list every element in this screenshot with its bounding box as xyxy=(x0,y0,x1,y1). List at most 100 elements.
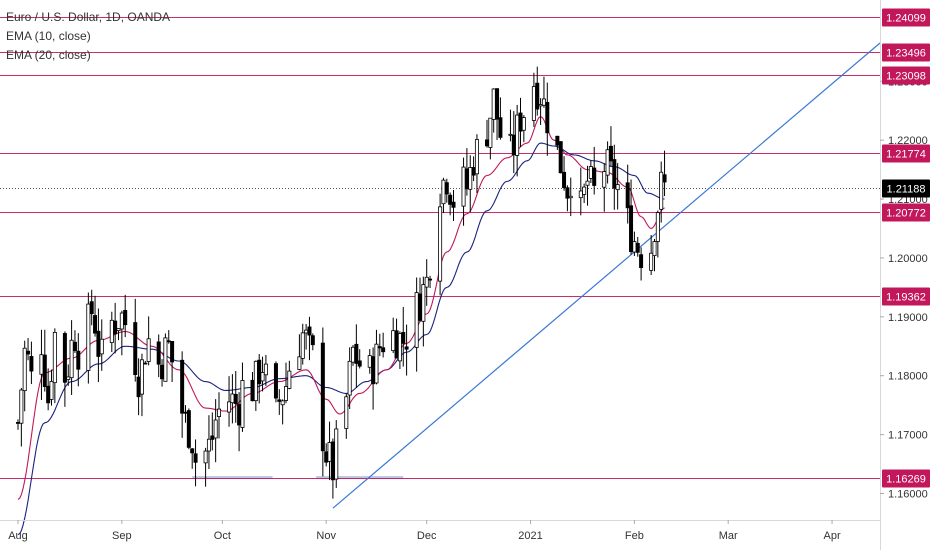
legend-symbol[interactable]: Euro / U.S. Dollar, 1D, OANDA xyxy=(6,10,171,24)
candle-body-down xyxy=(381,347,386,353)
price-tick-label: 1.19000 xyxy=(888,312,928,324)
candle-body-up xyxy=(203,450,208,464)
candle-body-up xyxy=(585,180,590,186)
support-zone xyxy=(192,476,273,480)
level-badge xyxy=(882,469,930,488)
support-zone xyxy=(316,476,404,480)
candle xyxy=(592,146,597,195)
candle-body-down xyxy=(15,422,20,424)
candle xyxy=(233,371,238,423)
candle-body-down xyxy=(639,254,644,268)
candle-body-up xyxy=(582,186,587,195)
candle-body-down xyxy=(498,117,503,138)
candle xyxy=(119,310,124,356)
candle xyxy=(26,337,31,361)
candle-body-up xyxy=(253,360,258,402)
candle-body-down xyxy=(608,145,613,162)
candle xyxy=(180,351,185,438)
candle-body-down xyxy=(518,112,523,132)
candle-body-up xyxy=(206,438,211,452)
candle-body-up xyxy=(287,370,292,389)
time-axis[interactable]: Aug Sep Oct Nov Dec 2021 Feb Mar Apr xyxy=(0,520,880,542)
candle-body-up xyxy=(334,428,339,480)
candle-body-down xyxy=(26,350,31,355)
candle-body-down xyxy=(89,301,94,315)
candle xyxy=(498,97,503,140)
candle xyxy=(659,161,664,223)
candle-body-down xyxy=(354,343,359,364)
candle-body-down xyxy=(307,326,312,336)
candle xyxy=(39,329,44,400)
candle-body-up xyxy=(86,303,91,371)
ascending-trendline xyxy=(332,42,881,509)
candle-body-down xyxy=(250,379,255,402)
candle xyxy=(330,438,335,499)
candle xyxy=(166,330,171,344)
candle xyxy=(518,97,523,147)
candle xyxy=(635,236,640,257)
candle xyxy=(347,347,352,410)
candle xyxy=(227,376,232,427)
candle-body-up xyxy=(605,149,610,176)
legend-ema20[interactable]: EMA (20, close) xyxy=(6,48,91,62)
candle xyxy=(15,419,20,430)
candle xyxy=(438,193,443,296)
candle-body-down xyxy=(42,354,47,387)
candle-body-up xyxy=(541,98,546,106)
candle xyxy=(488,117,493,160)
candle xyxy=(377,333,382,357)
candle xyxy=(310,333,315,351)
last-price-badge xyxy=(882,179,930,198)
candle-body-down xyxy=(464,168,469,190)
candle xyxy=(22,340,27,412)
candle-body-up xyxy=(568,195,573,199)
candle-body-up xyxy=(531,86,536,121)
level-badge xyxy=(882,43,930,62)
candle-body-down xyxy=(233,394,238,404)
candle-body-down xyxy=(394,330,399,359)
candle-body-down xyxy=(444,182,449,195)
candle-body-down xyxy=(170,341,175,363)
candle xyxy=(535,66,540,116)
candle xyxy=(451,189,456,222)
candle-body-down xyxy=(76,350,81,370)
candle xyxy=(62,331,67,407)
candle xyxy=(652,239,657,272)
price-tick-label: 1.18000 xyxy=(888,371,928,383)
level-badge xyxy=(882,8,930,27)
candle xyxy=(146,316,151,366)
candle xyxy=(639,247,644,281)
chart-legend: Euro / U.S. Dollar, 1D, OANDA EMA (10, c… xyxy=(6,8,170,65)
candle xyxy=(183,405,188,423)
ema20-line xyxy=(17,142,665,536)
candle xyxy=(495,88,500,140)
candle-body-up xyxy=(52,332,57,384)
candle-body-down xyxy=(357,360,362,367)
candle xyxy=(521,115,526,143)
legend-ema10[interactable]: EMA (10, close) xyxy=(6,29,91,43)
candle xyxy=(99,319,104,371)
candle-body-down xyxy=(62,333,67,383)
candle-body-up xyxy=(216,408,221,417)
candle-body-down xyxy=(330,441,335,481)
candle-body-up xyxy=(116,328,121,332)
candle-body-down xyxy=(143,362,148,365)
candle-body-up xyxy=(441,179,446,205)
candle-body-down xyxy=(371,356,376,385)
candle-body-down xyxy=(417,293,422,321)
price-axis[interactable]: 1.160001.170001.180001.190001.200001.210… xyxy=(880,0,932,550)
candle-body-up xyxy=(632,241,637,253)
candle xyxy=(216,392,221,439)
candle xyxy=(116,328,121,341)
candle xyxy=(280,399,285,425)
candle-body-up xyxy=(344,396,349,429)
candle-body-down xyxy=(237,404,242,426)
price-tick-label: 1.17000 xyxy=(888,430,928,442)
candle-body-up xyxy=(69,339,74,379)
candle xyxy=(230,374,235,424)
candle xyxy=(273,361,278,403)
candle xyxy=(558,141,563,174)
candle xyxy=(136,358,141,416)
